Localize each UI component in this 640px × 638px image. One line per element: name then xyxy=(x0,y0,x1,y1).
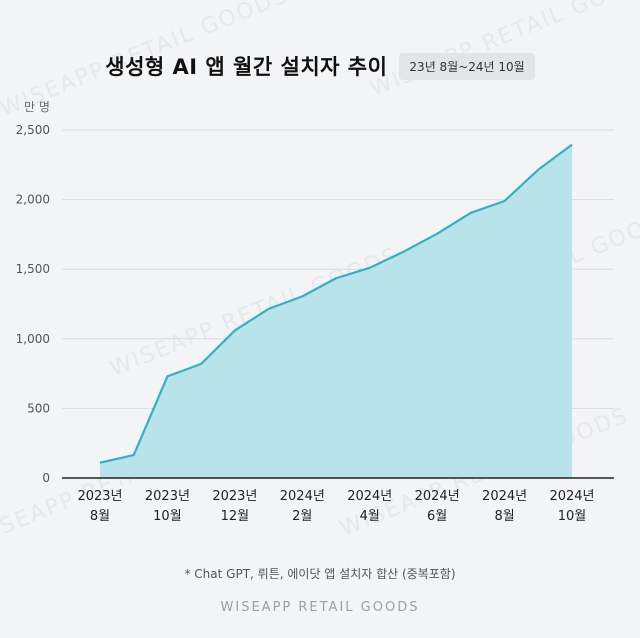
y-axis-unit-label: 만 명 xyxy=(24,100,50,114)
y-tick-label: 2,000 xyxy=(16,193,50,207)
x-tick-month: 4월 xyxy=(360,509,380,524)
x-tick-year: 2024년 xyxy=(549,489,594,504)
x-tick-month: 10월 xyxy=(558,509,587,524)
y-tick-label: 1,000 xyxy=(16,332,50,346)
brand-footer: WISEAPP RETAIL GOODS xyxy=(220,600,420,615)
x-tick-year: 2023년 xyxy=(77,489,122,504)
x-tick-year: 2024년 xyxy=(415,489,460,504)
y-tick-label: 0 xyxy=(42,471,50,485)
period-badge: 23년 8월~24년 10월 xyxy=(399,52,535,80)
chart-header: 생성형 AI 앱 월간 설치자 추이 23년 8월~24년 10월 xyxy=(0,46,640,86)
footnote: * Chat GPT, 뤼튼, 에이닷 앱 설치자 합산 (중복포함) xyxy=(184,567,456,581)
x-tick-month: 2월 xyxy=(292,509,312,524)
x-tick-month: 10월 xyxy=(153,509,182,524)
y-tick-label: 1,500 xyxy=(16,262,50,276)
x-tick-year: 2024년 xyxy=(482,489,527,504)
x-tick-month: 12월 xyxy=(221,509,250,524)
x-tick-year: 2024년 xyxy=(280,489,325,504)
y-tick-label: 2,500 xyxy=(16,123,50,137)
x-tick-year: 2023년 xyxy=(212,489,257,504)
x-tick-month: 6월 xyxy=(427,509,447,524)
x-tick-year: 2024년 xyxy=(347,489,392,504)
y-tick-label: 500 xyxy=(27,401,50,415)
x-tick-month: 8월 xyxy=(90,509,110,524)
area-fill xyxy=(100,144,572,478)
x-tick-labels: 2023년 8월 2023년 10월 2023년 12월 2024년 2월 2024년 4월 202… xyxy=(77,489,594,524)
area-series xyxy=(99,143,573,478)
chart-title: 생성형 AI 앱 월간 설치자 추이 xyxy=(105,55,388,79)
y-tick-labels: 0 500 1,000 1,500 2,000 2,500 xyxy=(16,123,50,485)
x-tick-month: 8월 xyxy=(494,509,514,524)
x-tick-year: 2023년 xyxy=(145,489,190,504)
